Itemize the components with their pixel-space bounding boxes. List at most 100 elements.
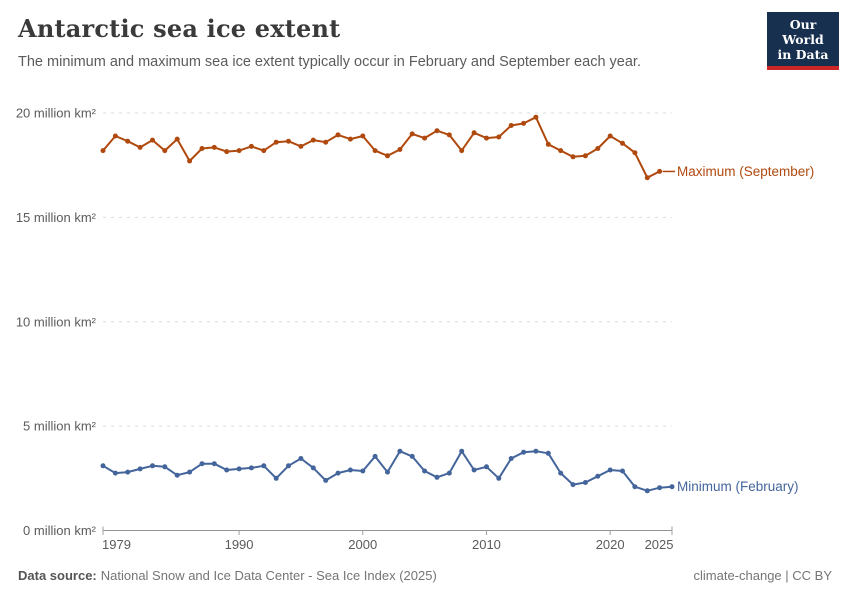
data-point[interactable] bbox=[248, 465, 254, 471]
data-point[interactable] bbox=[484, 464, 489, 470]
data-point[interactable] bbox=[607, 133, 613, 139]
data-point[interactable] bbox=[211, 144, 217, 150]
data-point[interactable] bbox=[595, 146, 601, 151]
data-point[interactable] bbox=[471, 467, 477, 473]
data-point[interactable] bbox=[545, 450, 551, 456]
data-point[interactable] bbox=[187, 469, 193, 475]
data-point[interactable] bbox=[125, 138, 131, 144]
data-point[interactable] bbox=[446, 470, 452, 476]
data-point[interactable] bbox=[496, 475, 502, 481]
data-point[interactable] bbox=[372, 453, 378, 459]
data-point[interactable] bbox=[459, 448, 465, 454]
data-point[interactable] bbox=[657, 168, 663, 174]
data-point[interactable] bbox=[558, 148, 564, 154]
data-point[interactable] bbox=[434, 474, 440, 480]
data-point[interactable] bbox=[310, 137, 316, 143]
data-point[interactable] bbox=[360, 468, 366, 474]
data-point[interactable] bbox=[335, 132, 341, 138]
data-point[interactable] bbox=[434, 128, 440, 134]
data-point[interactable] bbox=[632, 150, 638, 156]
data-point[interactable] bbox=[595, 473, 601, 479]
data-point[interactable] bbox=[236, 466, 242, 472]
data-point[interactable] bbox=[137, 466, 143, 472]
series-label[interactable]: Minimum (February) bbox=[677, 479, 799, 494]
data-point[interactable] bbox=[273, 139, 279, 145]
data-point[interactable] bbox=[347, 136, 353, 142]
data-point[interactable] bbox=[657, 485, 663, 491]
data-point[interactable] bbox=[273, 475, 279, 481]
data-point[interactable] bbox=[248, 143, 254, 149]
data-point[interactable] bbox=[409, 131, 415, 137]
data-source-value: National Snow and Ice Data Center - Sea … bbox=[100, 568, 437, 583]
data-point[interactable] bbox=[199, 461, 205, 467]
data-point[interactable] bbox=[496, 134, 502, 140]
data-point[interactable] bbox=[558, 470, 564, 476]
data-point[interactable] bbox=[224, 467, 230, 473]
data-point[interactable] bbox=[211, 461, 217, 467]
data-point[interactable] bbox=[323, 139, 329, 145]
data-point[interactable] bbox=[360, 133, 366, 139]
data-point[interactable] bbox=[508, 123, 514, 128]
data-point[interactable] bbox=[620, 140, 625, 146]
data-point[interactable] bbox=[236, 148, 242, 154]
data-point[interactable] bbox=[112, 133, 118, 139]
data-point[interactable] bbox=[397, 147, 403, 152]
data-point[interactable] bbox=[187, 158, 193, 164]
data-point[interactable] bbox=[570, 482, 576, 488]
data-point[interactable] bbox=[484, 135, 489, 141]
data-point[interactable] bbox=[174, 136, 180, 142]
owid-logo[interactable]: Our World in Data bbox=[767, 12, 839, 70]
data-point[interactable] bbox=[570, 154, 576, 160]
data-point[interactable] bbox=[385, 469, 390, 475]
data-point[interactable] bbox=[150, 463, 155, 469]
data-point[interactable] bbox=[632, 484, 638, 490]
data-point[interactable] bbox=[521, 449, 527, 455]
data-point[interactable] bbox=[372, 148, 378, 154]
data-point[interactable] bbox=[310, 465, 316, 471]
data-point[interactable] bbox=[162, 464, 168, 470]
series-label[interactable]: Maximum (September) bbox=[677, 164, 814, 179]
x-axis-tick-label: 1979 bbox=[102, 537, 131, 552]
data-point[interactable] bbox=[112, 470, 118, 476]
data-point[interactable] bbox=[422, 135, 428, 141]
data-point[interactable] bbox=[150, 137, 155, 143]
data-point[interactable] bbox=[125, 469, 131, 475]
data-point[interactable] bbox=[582, 153, 588, 159]
data-point[interactable] bbox=[508, 456, 514, 461]
data-point[interactable] bbox=[521, 120, 527, 126]
data-point[interactable] bbox=[669, 484, 675, 490]
data-point[interactable] bbox=[199, 146, 205, 151]
data-point[interactable] bbox=[397, 448, 403, 454]
data-point[interactable] bbox=[286, 463, 291, 469]
series-line-0[interactable] bbox=[102, 116, 661, 179]
data-point[interactable] bbox=[286, 138, 291, 144]
data-point[interactable] bbox=[545, 141, 551, 147]
data-point[interactable] bbox=[323, 477, 329, 483]
data-point[interactable] bbox=[224, 149, 230, 155]
data-point[interactable] bbox=[582, 480, 588, 485]
data-point[interactable] bbox=[162, 148, 168, 154]
data-point[interactable] bbox=[471, 130, 477, 136]
data-point[interactable] bbox=[347, 467, 353, 473]
data-point[interactable] bbox=[137, 144, 143, 150]
data-point[interactable] bbox=[174, 472, 180, 478]
data-point[interactable] bbox=[644, 488, 650, 494]
data-point[interactable] bbox=[533, 448, 539, 454]
data-point[interactable] bbox=[409, 453, 415, 459]
data-point[interactable] bbox=[533, 114, 539, 120]
data-point[interactable] bbox=[620, 468, 625, 474]
data-point[interactable] bbox=[422, 468, 428, 474]
data-point[interactable] bbox=[385, 153, 390, 159]
data-point[interactable] bbox=[100, 148, 106, 154]
data-point[interactable] bbox=[298, 456, 304, 461]
data-point[interactable] bbox=[100, 463, 106, 469]
data-point[interactable] bbox=[644, 175, 650, 181]
data-point[interactable] bbox=[261, 148, 267, 154]
data-point[interactable] bbox=[459, 148, 465, 154]
data-point[interactable] bbox=[446, 132, 452, 138]
data-point[interactable] bbox=[298, 143, 304, 149]
data-point[interactable] bbox=[607, 467, 613, 473]
data-point[interactable] bbox=[261, 463, 267, 469]
footer-license-link[interactable]: climate-change | CC BY bbox=[693, 568, 833, 583]
data-point[interactable] bbox=[335, 470, 341, 476]
